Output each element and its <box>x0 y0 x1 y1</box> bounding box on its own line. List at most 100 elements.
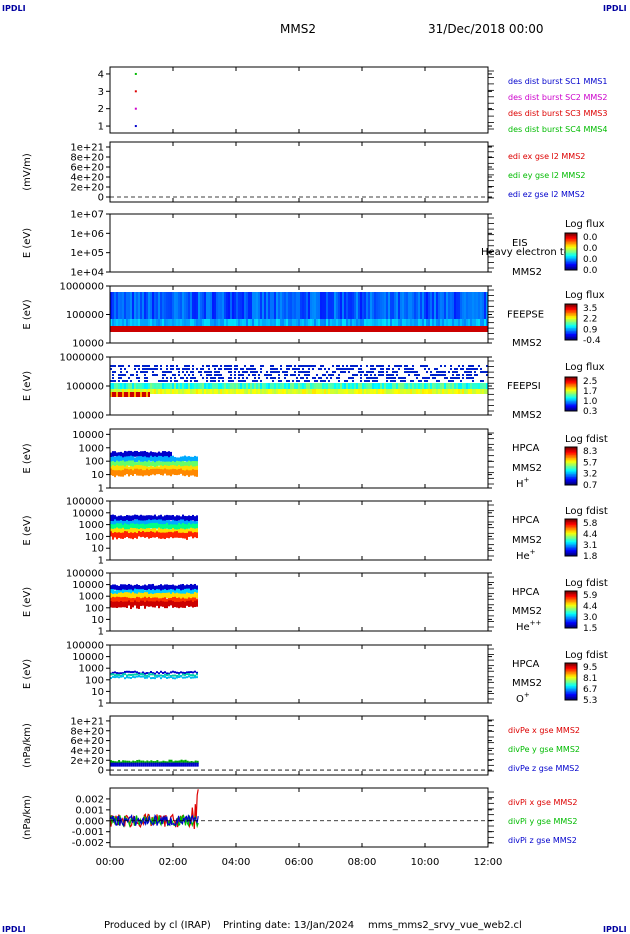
ytick-label-divpi: -0.002 <box>72 838 104 849</box>
ytick-label-hpca_h: 1 <box>98 484 104 495</box>
spacecraft-label-feepse: MMS2 <box>512 338 542 349</box>
instrument-label-feepsi: FEEPSI <box>507 381 541 392</box>
ytick-label-hpca_h: 10000 <box>72 430 104 441</box>
ytick-label-divpe: 1e+21 <box>70 716 104 727</box>
series-line-divpi-1 <box>109 814 199 829</box>
instrument-label-hpca_o: HPCA <box>512 659 540 670</box>
panel-hpca_h: 1 10 100 1000 10000 E (eV) HPCA MMS2 H+ Log fdist… <box>22 428 608 495</box>
ytick-label-hpca_o: 1 <box>98 699 104 710</box>
species-label-hpca_hepp: He++ <box>516 619 542 633</box>
species-label-hpca_o: O+ <box>516 691 530 705</box>
ytick-label-hpca_hepp: 1 <box>98 627 104 638</box>
ytick-label-hpca_he: 10000 <box>72 508 104 519</box>
legend-entry-burst: des dist burst SC1 MMS1 <box>508 77 607 86</box>
ytick-label-eis: 1e+04 <box>70 268 104 279</box>
ytick-label-hpca_he: 1000 <box>79 520 104 531</box>
ytick-label-hpca_he: 1 <box>98 556 104 567</box>
xtick-label: 06:00 <box>285 857 314 868</box>
ytick-label-edi: 8e+20 <box>70 153 104 164</box>
colorbar-hpca_h <box>564 446 578 486</box>
colorbar-tick-hpca_he: 4.4 <box>583 530 598 540</box>
burst-point-2 <box>134 90 137 93</box>
colorbar-tick-feepse: 0.9 <box>583 325 598 335</box>
ylabel-feepsi: E (eV) <box>22 371 33 401</box>
legend-entry-burst: des dist burst SC2 MMS2 <box>508 93 607 102</box>
xtick-label: 00:00 <box>96 857 125 868</box>
panel-eis: 1e+04 1e+05 1e+06 1e+07 E (eV) EIS MMS2 Heavy e… <box>22 210 605 279</box>
ytick-label-divpi: 0.000 <box>75 816 104 827</box>
plot-frame-burst <box>109 66 489 134</box>
colorbar-tick-feepse: 3.5 <box>583 304 597 314</box>
spacecraft-label-hpca_hepp: MMS2 <box>512 606 542 617</box>
colorbar-tick-hpca_h: 8.3 <box>583 447 597 457</box>
colorbar-tick-hpca_o: 5.3 <box>583 696 597 706</box>
colorbar-tick-hpca_he: 5.8 <box>583 519 598 529</box>
ytick-label-divpe: 0 <box>98 766 104 777</box>
colorbar-title-hpca_h: Log fdist <box>565 434 608 445</box>
ytick-label-burst: 4 <box>98 69 104 80</box>
footer-producer: Produced by cl (IRAP) <box>104 920 211 931</box>
ytick-label-hpca_he: 100000 <box>66 497 104 508</box>
spacecraft-label-hpca_o: MMS2 <box>512 678 542 689</box>
ytick-label-edi: 0 <box>98 193 104 204</box>
ylabel-divpi: (nPa/km) <box>22 795 33 840</box>
burst-point-0 <box>134 125 137 128</box>
colorbar-tick-feepsi: 1.0 <box>583 397 598 407</box>
burst-point-3 <box>134 72 137 75</box>
colorbar-tick-eis: 0.0 <box>583 233 598 243</box>
legend-entry-edi: edi ex gse l2 MMS2 <box>508 152 585 161</box>
plot-frame-eis <box>109 213 489 273</box>
instrument-label-hpca_hepp: HPCA <box>512 587 540 598</box>
ytick-label-divpe: 4e+20 <box>70 746 104 757</box>
legend-entry-divpi: divPi x gse MMS2 <box>508 798 577 807</box>
corner-label-top-right: IPDLI <box>603 4 627 13</box>
ytick-label-burst: 2 <box>98 104 104 115</box>
series-line-divpi-2 <box>109 813 199 828</box>
footer-filename: mms_mms2_srvy_vue_web2.cl <box>368 920 522 931</box>
species-label-hpca_he: He+ <box>516 548 536 562</box>
legend-entry-divpi: divPi y gse MMS2 <box>508 817 577 826</box>
ytick-label-feepsi: 10000 <box>72 411 104 422</box>
ytick-label-hpca_o: 10 <box>91 687 104 698</box>
xtick-label: 08:00 <box>348 857 377 868</box>
xtick-label: 12:00 <box>474 857 503 868</box>
ytick-label-edi: 1e+21 <box>70 143 104 154</box>
colorbar-tick-feepse: 2.2 <box>583 315 597 325</box>
ytick-label-eis: 1e+06 <box>70 229 104 240</box>
colorbar-tick-eis: 0.0 <box>583 255 598 265</box>
ylabel-edi: (mV/m) <box>22 153 33 191</box>
legend-entry-divpe: divPe z gse MMS2 <box>508 764 579 773</box>
ylabel-hpca_h: E (eV) <box>22 443 33 473</box>
legend-entry-burst: des dist burst SC3 MMS3 <box>508 109 607 118</box>
colorbar-hpca_hepp <box>564 590 578 629</box>
ytick-label-hpca_he: 100 <box>85 532 104 543</box>
ytick-label-burst: 1 <box>98 122 104 133</box>
note-label-eis: Heavy electron to <box>481 247 570 258</box>
spacecraft-label-hpca_he: MMS2 <box>512 535 542 546</box>
corner-label-bottom-left: IPDLI <box>2 925 26 934</box>
colorbar-title-feepse: Log flux <box>565 290 605 301</box>
ytick-label-hpca_hepp: 10 <box>91 615 104 626</box>
ytick-label-divpi: -0.001 <box>72 827 104 838</box>
ytick-label-hpca_o: 1000 <box>79 664 104 675</box>
ylabel-divpe: (nPa/km) <box>22 723 33 768</box>
colorbar-title-hpca_he: Log fdist <box>565 506 608 517</box>
colorbar-tick-eis: 0.0 <box>583 244 598 254</box>
legend-entry-edi: edi ez gse l2 MMS2 <box>508 190 585 199</box>
colorbar-tick-feepse: -0.4 <box>583 336 601 346</box>
legend-entry-edi: edi ey gse l2 MMS2 <box>508 171 586 180</box>
legend-entry-divpi: divPi z gse MMS2 <box>508 836 577 845</box>
colorbar-tick-hpca_hepp: 4.4 <box>583 602 598 612</box>
ytick-label-hpca_o: 100000 <box>66 641 104 652</box>
colorbar-tick-hpca_hepp: 3.0 <box>583 613 598 623</box>
ytick-label-feepsi: 100000 <box>66 382 104 393</box>
ytick-label-burst: 3 <box>98 87 104 98</box>
colorbar-tick-eis: 0.0 <box>583 266 598 276</box>
ytick-label-hpca_hepp: 10000 <box>72 580 104 591</box>
ytick-label-feepsi: 1000000 <box>59 353 104 364</box>
ytick-label-hpca_hepp: 1000 <box>79 592 104 603</box>
colorbar-tick-feepsi: 0.3 <box>583 407 597 417</box>
panel-feepsi: 10000 100000 1000000 E (eV) FEEPSI MMS2 Log fl… <box>22 353 605 422</box>
